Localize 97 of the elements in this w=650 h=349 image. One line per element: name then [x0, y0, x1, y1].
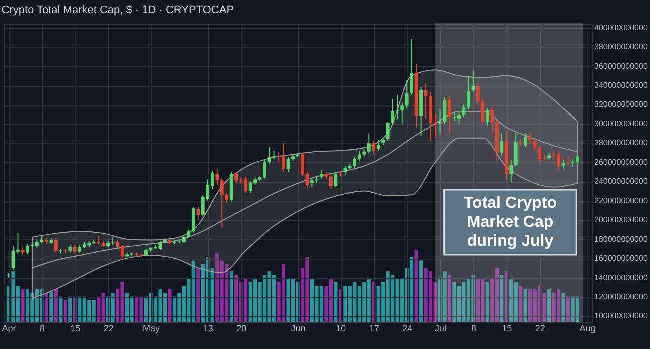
candlestick	[225, 192, 229, 204]
candlestick	[301, 152, 304, 176]
bar	[548, 290, 552, 322]
bar	[168, 290, 172, 322]
bar	[486, 282, 490, 322]
candlestick	[234, 172, 238, 184]
candlestick	[514, 133, 518, 168]
y-tick-label: 220000000000	[594, 196, 648, 206]
bar	[64, 300, 68, 322]
y-tick-label: 380000000000	[594, 42, 648, 52]
y-tick-label: 280000000000	[594, 138, 648, 148]
candlestick	[192, 207, 196, 234]
bar	[524, 290, 528, 322]
bar	[50, 292, 54, 322]
candlestick	[391, 98, 395, 126]
candlestick	[216, 168, 220, 186]
candlestick	[476, 83, 480, 106]
candlestick	[410, 38, 414, 96]
candlestick	[462, 104, 466, 118]
bar	[414, 250, 418, 322]
y-tick-label: 260000000000	[594, 158, 648, 167]
candlestick	[533, 138, 537, 152]
x-tick-label: 22	[104, 324, 114, 334]
candlestick	[500, 133, 504, 158]
band-label: Total Crypto Market Cap during July	[464, 195, 558, 250]
bar	[54, 290, 58, 322]
candlestick	[268, 146, 272, 165]
candlestick	[196, 207, 200, 221]
x-tick-label: Jul	[435, 324, 447, 334]
candlestick	[386, 122, 390, 142]
bar	[230, 272, 234, 322]
chart-title: Crypto Total Market Cap, $ · 1D · CRYPTOCAP	[2, 4, 234, 16]
y-tick-label: 100000000000	[594, 312, 648, 321]
y-tick-label: 140000000000	[594, 273, 648, 282]
y-tick-label: 200000000000	[594, 216, 648, 225]
x-tick-label: 24	[402, 324, 413, 334]
bar	[44, 293, 48, 322]
candlestick	[566, 156, 570, 166]
candlestick	[448, 94, 452, 134]
y-tick-label: 360000000000	[594, 62, 648, 71]
candlestick	[358, 150, 362, 162]
y-tick-label: 400000000000	[594, 23, 648, 32]
candlestick	[524, 133, 528, 148]
x-tick-label: Jun	[291, 324, 306, 334]
x-tick-label: May	[142, 324, 160, 334]
candlestick	[438, 109, 442, 134]
candlestick	[434, 114, 438, 139]
y-tick-label: 240000000000	[594, 177, 648, 186]
bar	[448, 275, 452, 322]
candlestick	[486, 108, 490, 126]
candlestick	[481, 98, 485, 124]
x-tick-label: Aug	[580, 324, 596, 334]
candlestick	[54, 238, 58, 254]
y-tick-label: 320000000000	[594, 100, 648, 110]
bar	[334, 282, 338, 322]
bar	[196, 268, 200, 322]
bar	[562, 293, 566, 322]
candlestick	[376, 140, 380, 152]
y-tick-label: 180000000000	[594, 234, 648, 244]
candlestick	[248, 181, 252, 194]
candlestick	[576, 154, 580, 165]
x-tick-label: 20	[236, 324, 247, 334]
candlestick	[372, 140, 376, 156]
x-tick-label: 15	[502, 324, 512, 334]
y-tick-label: 340000000000	[594, 81, 648, 90]
x-tick-label: 22	[535, 324, 546, 334]
x-tick-label: 10	[336, 324, 346, 334]
x-tick-label: 17	[369, 324, 380, 334]
candlestick	[400, 102, 404, 124]
candlestick	[334, 172, 338, 188]
candlestick	[367, 133, 371, 154]
bar	[519, 286, 523, 322]
x-tick-label: 15	[70, 324, 81, 334]
candlestick	[490, 106, 494, 134]
candlestick	[220, 178, 224, 228]
y-tick-label: 120000000000	[594, 292, 648, 302]
candlestick	[353, 157, 357, 169]
bar	[419, 260, 424, 322]
candlestick	[528, 132, 532, 145]
y-tick-label: 300000000000	[594, 119, 648, 128]
candlestick	[329, 174, 333, 190]
y-tick-label: 160000000000	[594, 254, 648, 264]
candlestick	[405, 80, 409, 110]
candlestick	[472, 70, 476, 93]
x-tick-label: 13	[203, 324, 214, 334]
bar	[21, 290, 25, 322]
candlestick	[111, 236, 115, 246]
x-tick-label: 8	[40, 324, 45, 334]
x-tick-label: Apr	[2, 324, 16, 334]
candlestick	[510, 160, 514, 184]
bar	[500, 275, 504, 322]
x-tick-label: 8	[471, 324, 476, 334]
candlestick	[26, 244, 30, 256]
candlestick	[396, 94, 400, 120]
candlestick	[562, 160, 566, 171]
candlestick	[467, 75, 470, 110]
candlestick	[263, 160, 267, 180]
